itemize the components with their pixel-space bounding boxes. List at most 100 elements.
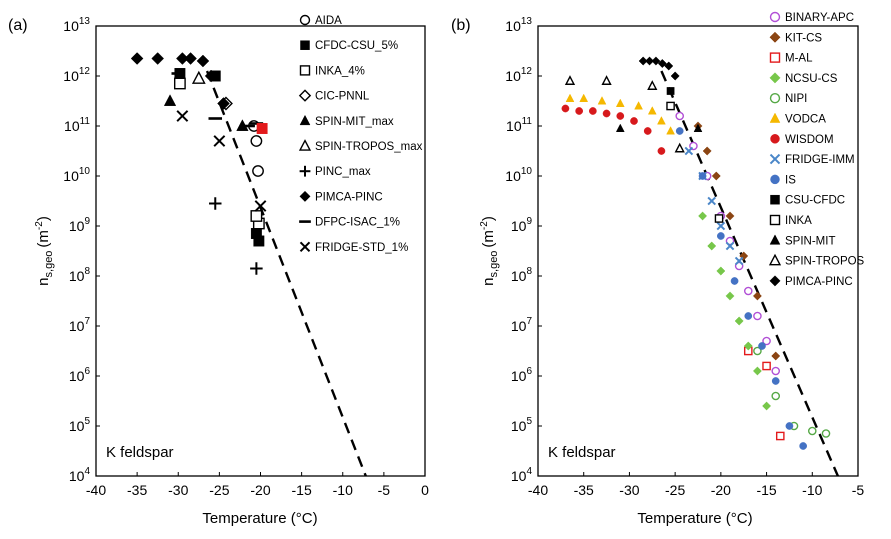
series [666, 101, 724, 223]
data-point [664, 61, 674, 71]
x-tick-label: -20 [250, 482, 270, 498]
series [565, 93, 675, 135]
legend-item: CSU-CFDC [770, 195, 845, 207]
x-tick-label: -40 [86, 482, 106, 498]
data-point [752, 366, 762, 376]
data-point [762, 401, 772, 411]
x-tick-labels: -40 -35 -30 -25 -20 -15 -10 -5 0 [86, 472, 429, 498]
data-point [250, 228, 262, 239]
legend-marker [299, 114, 311, 126]
data-point [630, 117, 638, 125]
legend-marker [298, 139, 312, 151]
data-point [775, 431, 785, 441]
legend-item: SPIN-MIT_max [299, 114, 394, 128]
y-tick-label: 107 [511, 316, 533, 334]
data-point [250, 210, 263, 222]
legend: BINARY-APC KIT-CS M-AL NCSU-CS NIPI VODCA WISD… [768, 11, 865, 288]
series [176, 110, 267, 212]
plot-area [130, 52, 367, 476]
legend-marker [299, 65, 311, 76]
data-point [666, 126, 675, 135]
y-tick-label: 1012 [505, 66, 532, 84]
x-tick-label: -15 [292, 482, 312, 498]
legend-item: PINC_max [299, 165, 371, 178]
data-point [698, 211, 708, 221]
legend-item: BINARY-APC [769, 11, 854, 24]
series [130, 52, 230, 110]
legend-marker [299, 14, 311, 26]
data-point [575, 107, 583, 115]
data-point [771, 351, 781, 361]
data-point [821, 429, 831, 438]
data-point [250, 135, 263, 147]
y-tick-label: 107 [69, 316, 91, 334]
data-point [651, 56, 661, 66]
legend-item: KIT-CS [769, 31, 822, 44]
legend-item: PIMCA-PINC [299, 190, 383, 203]
y-tick-label: 106 [69, 366, 91, 384]
legend-item: SPIN-TROPOS [768, 253, 865, 268]
data-point [717, 232, 725, 240]
legend-label: NCSU-CS [785, 73, 838, 85]
legend-item: NCSU-CS [769, 72, 838, 85]
data-point [657, 116, 666, 125]
legend-item: FRIDGE-STD_1% [299, 241, 408, 254]
x-axis-title: Temperature (°C) [637, 510, 752, 527]
data-point [191, 70, 206, 84]
legend-label: PIMCA-PINC [315, 191, 383, 203]
legend-marker [768, 253, 782, 266]
y-tick-labels: 104 105 106 107 108 109 1010 1011 1012 1013 [505, 16, 542, 484]
data-point [643, 127, 652, 135]
data-point [597, 96, 607, 105]
y-tick-label: 104 [511, 466, 533, 484]
x-tick-label: -40 [528, 482, 548, 498]
data-point [716, 266, 726, 276]
data-point [762, 336, 771, 346]
legend-marker [769, 11, 781, 23]
data-point [785, 422, 794, 430]
series [173, 77, 265, 230]
legend-item: INKA [769, 214, 812, 227]
data-point [657, 147, 666, 155]
legend-label: FRIDGE-STD_1% [315, 242, 408, 254]
data-point [702, 146, 712, 156]
panel-label: (b) [451, 17, 471, 34]
data-point [213, 135, 226, 147]
data-point [151, 52, 165, 65]
data-point [638, 56, 648, 66]
legend-marker [769, 31, 781, 43]
y-tick-label: 105 [511, 416, 533, 434]
x-tick-label: -15 [756, 482, 776, 498]
data-point [565, 93, 575, 102]
data-point [645, 56, 655, 66]
series [209, 197, 263, 275]
data-point [602, 109, 611, 118]
fit-line [205, 70, 367, 476]
legend-label: CSU-CFDC [785, 195, 845, 207]
x-tick-label: -20 [711, 482, 731, 498]
data-point [684, 146, 694, 156]
legend-item: WISDOM [770, 134, 834, 146]
y-tick-label: 1010 [505, 166, 532, 184]
x-tick-label: -30 [168, 482, 188, 498]
legend-marker [769, 275, 781, 287]
legend-item: AIDA [299, 14, 342, 27]
legend-label: CIC-PNNL [315, 91, 370, 103]
data-point [716, 221, 726, 231]
y-tick-label: 1010 [63, 166, 90, 184]
data-point [561, 104, 570, 113]
data-point [807, 426, 817, 436]
legend-item: M-AL [769, 52, 813, 65]
y-tick-label: 1013 [505, 16, 532, 34]
data-point [734, 316, 744, 326]
data-point [799, 442, 807, 450]
legend-label: SPIN-MIT_max [315, 116, 394, 128]
y-tick-label: 105 [69, 416, 91, 434]
y-tick-label: 1013 [63, 16, 90, 34]
series [163, 94, 249, 131]
data-point [130, 52, 144, 65]
legend-item: CFDC-CSU_5% [300, 40, 398, 52]
legend-item: DFPC-ISAC_1% [299, 217, 400, 229]
legend-label: NIPI [785, 93, 807, 105]
